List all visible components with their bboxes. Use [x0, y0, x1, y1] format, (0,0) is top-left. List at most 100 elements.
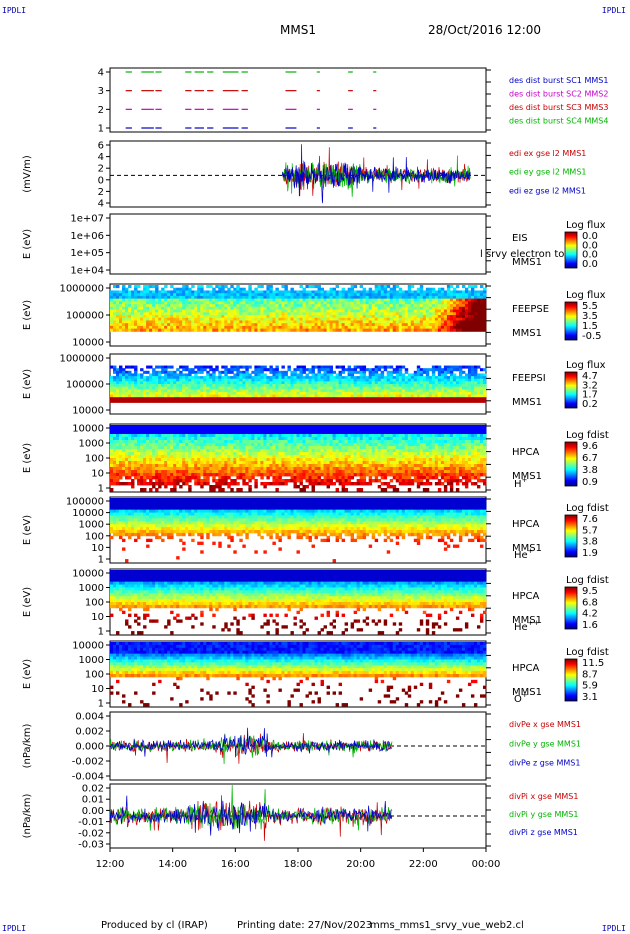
spectrogram-cell: [125, 473, 129, 477]
spectrogram-cell: [245, 476, 249, 480]
spectrogram-cell: [173, 458, 177, 462]
spectrogram-cell: [266, 443, 270, 447]
spectrogram-cell: [332, 381, 336, 385]
spectrogram-cell: [443, 320, 448, 324]
spectrogram-cell: [452, 399, 457, 403]
spectrogram-cell: [131, 434, 135, 438]
spectrogram-cell: [299, 376, 303, 380]
spectrogram-cell: [302, 298, 306, 302]
spectrogram-cell: [290, 298, 294, 302]
spectrogram-cell: [335, 290, 340, 294]
spectrogram-cell: [356, 376, 361, 380]
spectrogram-cell: [386, 306, 391, 310]
spectrogram-cell: [254, 389, 258, 393]
spectrogram-cell: [218, 431, 222, 435]
spectrogram-cell: [215, 384, 219, 388]
spectrogram-cell: [449, 386, 454, 390]
spectrogram-cell: [158, 365, 162, 369]
spectrogram-cell: [413, 389, 418, 393]
spectrogram-cell: [212, 290, 216, 294]
spectrogram-cell: [458, 306, 463, 310]
spectrogram-cell: [224, 397, 228, 401]
spectrogram-cell: [269, 368, 273, 372]
spectrogram-cell: [110, 328, 114, 332]
spectrogram-cell: [119, 323, 123, 327]
spectrogram-cell: [278, 440, 282, 444]
spectrogram-cell: [482, 389, 487, 393]
spectrogram-cell: [452, 298, 457, 302]
spectrogram-cell: [416, 298, 421, 302]
spectrogram-cell: [359, 394, 364, 398]
spectrogram-cell: [128, 298, 132, 302]
spectrogram-cell: [173, 298, 177, 302]
spectrogram-cell: [185, 306, 189, 310]
spectrogram-cell: [440, 394, 445, 398]
spectrogram-cell: [194, 389, 198, 393]
spectrogram-cell: [119, 470, 123, 474]
spectrogram-cell: [179, 455, 183, 459]
spectrogram-cell: [236, 298, 240, 302]
spectrogram-cell: [197, 455, 201, 459]
spectrogram-cell: [125, 425, 129, 429]
spectrogram-cell: [236, 437, 240, 441]
spectrogram-cell: [146, 370, 150, 374]
spectrogram-cell: [179, 449, 183, 453]
spectrogram-cell: [176, 455, 180, 459]
spectrogram-cell: [236, 391, 240, 395]
spectrogram-cell: [389, 391, 394, 395]
spectrogram-cell: [230, 488, 234, 492]
spectrogram-cell: [374, 295, 379, 300]
spectrogram-cell: [446, 309, 451, 313]
spectrogram-cell: [176, 290, 180, 294]
spectrogram-cell: [167, 452, 171, 456]
spectrogram-cell: [149, 389, 153, 393]
spectrogram-cell: [125, 301, 129, 305]
spectrogram-cell: [146, 376, 150, 380]
spectrogram-cell: [452, 365, 457, 369]
spectrogram-cell: [392, 317, 397, 321]
spectrogram-cell: [272, 306, 276, 310]
spectrogram-cell: [350, 325, 355, 330]
spectrogram-cell: [299, 309, 303, 313]
spectrogram-cell: [161, 368, 165, 372]
spectrogram-cell: [305, 386, 309, 390]
spectrogram-cell: [152, 309, 156, 313]
spectrogram-cell: [440, 368, 445, 372]
spectrogram-cell: [245, 304, 249, 308]
spectrogram-cell: [227, 399, 231, 403]
spectrogram-cell: [188, 399, 192, 403]
spectrogram-cell: [221, 440, 225, 444]
spectrogram-cell: [203, 389, 207, 393]
spectrogram-cell: [179, 425, 183, 429]
spectrogram-cell: [377, 323, 382, 327]
spectrogram-cell: [239, 470, 243, 474]
spectrogram-cell: [239, 425, 243, 429]
spectrogram-cell: [335, 315, 340, 319]
spectrogram-cell: [257, 315, 261, 319]
spectrogram-cell: [437, 301, 442, 305]
spectrogram-cell: [269, 443, 273, 447]
spectrogram-cell: [137, 325, 141, 330]
spectrogram-cell: [110, 482, 114, 486]
spectrogram-cell: [452, 384, 457, 388]
spectrogram-cell: [143, 391, 147, 395]
spectrogram-cell: [167, 437, 171, 441]
spectrogram-cell: [323, 317, 327, 321]
spectrogram-cell: [362, 391, 367, 395]
spectrogram-cell: [263, 306, 267, 310]
spectrogram-cell: [245, 325, 249, 330]
spectrogram-cell: [248, 315, 252, 319]
spectrogram-cell: [374, 397, 379, 401]
spectrogram-cell: [359, 325, 364, 330]
spectrogram-cell: [221, 434, 225, 438]
spectrogram-cell: [314, 309, 318, 313]
spectrogram-cell: [428, 368, 433, 372]
spectrogram-cell: [176, 384, 180, 388]
spectrogram-cell: [443, 295, 448, 300]
spectrogram-cell: [215, 325, 219, 330]
spectrogram-cell: [251, 304, 255, 308]
spectrogram-cell: [155, 298, 159, 302]
spectrogram-cell: [353, 391, 358, 395]
spectrogram-cell: [398, 384, 403, 388]
spectrogram-cell: [242, 394, 246, 398]
